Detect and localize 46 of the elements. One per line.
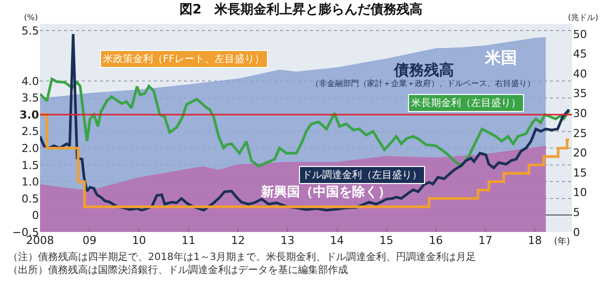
x-tick-label: 14 xyxy=(330,234,344,247)
x-tick-label: 11 xyxy=(181,234,196,247)
y-tick-label: 3.0 xyxy=(20,108,40,122)
x-tick-label: 10 xyxy=(132,234,146,247)
x-tick-label: 17 xyxy=(478,234,492,247)
y2-tick-label: 30 xyxy=(573,106,587,120)
series-label: 米長期金利（左目盛り） xyxy=(411,97,521,109)
y2-tick-label: 10 xyxy=(573,186,587,200)
annotation: 債務残高 xyxy=(393,61,454,79)
y2-tick-label: 40 xyxy=(573,67,587,80)
text: 米政策金利（FFレート、左目盛り） xyxy=(103,53,265,65)
y2-tick-label: 45 xyxy=(573,48,587,61)
x-tick-label: 09 xyxy=(82,234,96,247)
y2-tick-label: 50 xyxy=(573,28,587,41)
y2-tick-label: 5 xyxy=(573,206,580,220)
chart-title: 図2 米長期金利上昇と膨らんだ債務残高 xyxy=(179,1,423,18)
y2-tick-label: 35 xyxy=(573,87,587,100)
y-axis-title: (%) xyxy=(24,13,38,22)
y-tick-label: 2.0 xyxy=(22,142,39,155)
text: （出所）債務残高は国際決済銀行、ドル調達金利はデータを基に編集部作成 xyxy=(8,264,348,276)
x-axis-title: (年) xyxy=(554,236,570,247)
line-series xyxy=(40,32,570,212)
y-tick-label: 0 xyxy=(32,209,39,222)
line-series xyxy=(40,78,570,168)
y2-tick-label: 0 xyxy=(573,226,580,239)
y-tick-label: 5.5 xyxy=(22,24,39,38)
x-tick-label: 15 xyxy=(379,234,394,247)
annotation: （非金融部門（家計＋企業＋政府）、ドルベース、右目盛り） xyxy=(311,79,535,88)
y2-tick-label: 25 xyxy=(573,126,587,140)
y-tick-label: 1.5 xyxy=(22,158,39,172)
y-tick-label: 2.5 xyxy=(22,125,39,138)
series-label: ドル調達金利（左目盛り） xyxy=(302,169,422,181)
y-tick-label: 4.0 xyxy=(22,74,39,88)
series-label: 新興国（中国を除く） xyxy=(260,184,391,200)
x-tick-label: 16 xyxy=(428,234,443,247)
series-label: 米国 xyxy=(484,48,517,67)
x-tick-label: 18 xyxy=(528,234,542,247)
text: （注）債務残高は四半期足で、2018年は1～3月期まで。米長期金利、ドル調達金利、円調達金利は月足 xyxy=(8,251,476,263)
y2-axis-title: (兆ドル) xyxy=(568,13,598,22)
x-tick-label: 12 xyxy=(230,234,245,247)
y-tick-label: 1.0 xyxy=(22,176,39,189)
y2-tick-label: 15 xyxy=(573,166,587,180)
x-tick-label: 13 xyxy=(280,234,294,247)
y-tick-label: 3.5 xyxy=(22,92,39,105)
y2-tick-label: 20 xyxy=(573,146,587,160)
y-tick-label: 0.5 xyxy=(22,192,39,206)
